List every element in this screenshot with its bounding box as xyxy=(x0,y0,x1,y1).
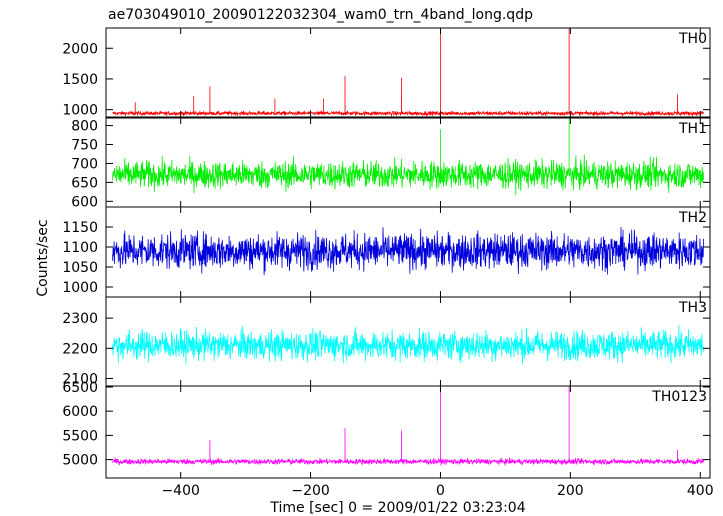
x-tick-label: −400 xyxy=(161,483,199,499)
panel-label-th0: TH0 xyxy=(678,31,707,47)
panel-frame xyxy=(105,27,711,118)
panel-frame xyxy=(105,117,711,208)
panel-th1: 600 650 700 750 800 TH1 xyxy=(71,117,711,210)
y-tick-label: 1150 xyxy=(62,220,98,236)
y-axis-label: Counts/sec xyxy=(35,219,51,296)
y-tick-label: 2200 xyxy=(62,341,98,357)
x-tick-label: 200 xyxy=(557,483,584,499)
y-tick-label: 1000 xyxy=(62,103,98,119)
panel-label-th3: TH3 xyxy=(678,300,707,316)
chart-title: ae703049010_20090122032304_wam0_trn_4ban… xyxy=(108,7,533,23)
y-tick-label: 700 xyxy=(71,156,98,172)
y-tick-label: 1050 xyxy=(62,260,98,276)
y-tick-label: 6500 xyxy=(62,380,98,396)
series-line-th3 xyxy=(112,324,704,365)
x-tick-label: 0 xyxy=(436,483,445,499)
y-tick-label: 750 xyxy=(71,138,98,154)
y-tick-label: 600 xyxy=(71,194,98,210)
y-tick-label: 2100 xyxy=(62,371,98,387)
panel-th2: 1000 1050 1100 1150 TH2 xyxy=(62,206,711,298)
x-tick-label: 400 xyxy=(687,483,714,499)
panel-label-th0123: TH0123 xyxy=(651,389,707,405)
y-tick-label: 2000 xyxy=(62,41,98,57)
y-tick-label: 1500 xyxy=(62,72,98,88)
panel-th0123: 5000 5500 6000 6500 TH0123 xyxy=(62,380,711,479)
y-tick-label: 800 xyxy=(71,119,98,135)
x-axis-label: Time [sec] 0 = 2009/01/22 03:23:04 xyxy=(269,500,525,516)
y-tick-label: 2300 xyxy=(62,311,98,327)
panel-frame xyxy=(105,385,711,479)
panel-label-th1: TH1 xyxy=(678,121,707,137)
y-tick-label: 650 xyxy=(71,175,98,191)
y-tick-label: 1000 xyxy=(62,280,98,296)
x-tick-label: −200 xyxy=(291,483,329,499)
panel-th3: 2100 2200 2300 TH3 xyxy=(62,296,711,387)
series-line-th2 xyxy=(112,227,704,276)
y-tick-label: 5000 xyxy=(62,453,98,469)
panel-th0: 1000 1500 2000 TH0 xyxy=(62,27,711,119)
series-line-th1 xyxy=(112,118,704,196)
y-tick-label: 1100 xyxy=(62,240,98,256)
y-tick-label: 5500 xyxy=(62,428,98,444)
y-tick-label: 6000 xyxy=(62,404,98,420)
series-line-th0123 xyxy=(112,386,704,466)
panel-label-th2: TH2 xyxy=(678,210,707,226)
series-line-th0 xyxy=(112,28,704,118)
